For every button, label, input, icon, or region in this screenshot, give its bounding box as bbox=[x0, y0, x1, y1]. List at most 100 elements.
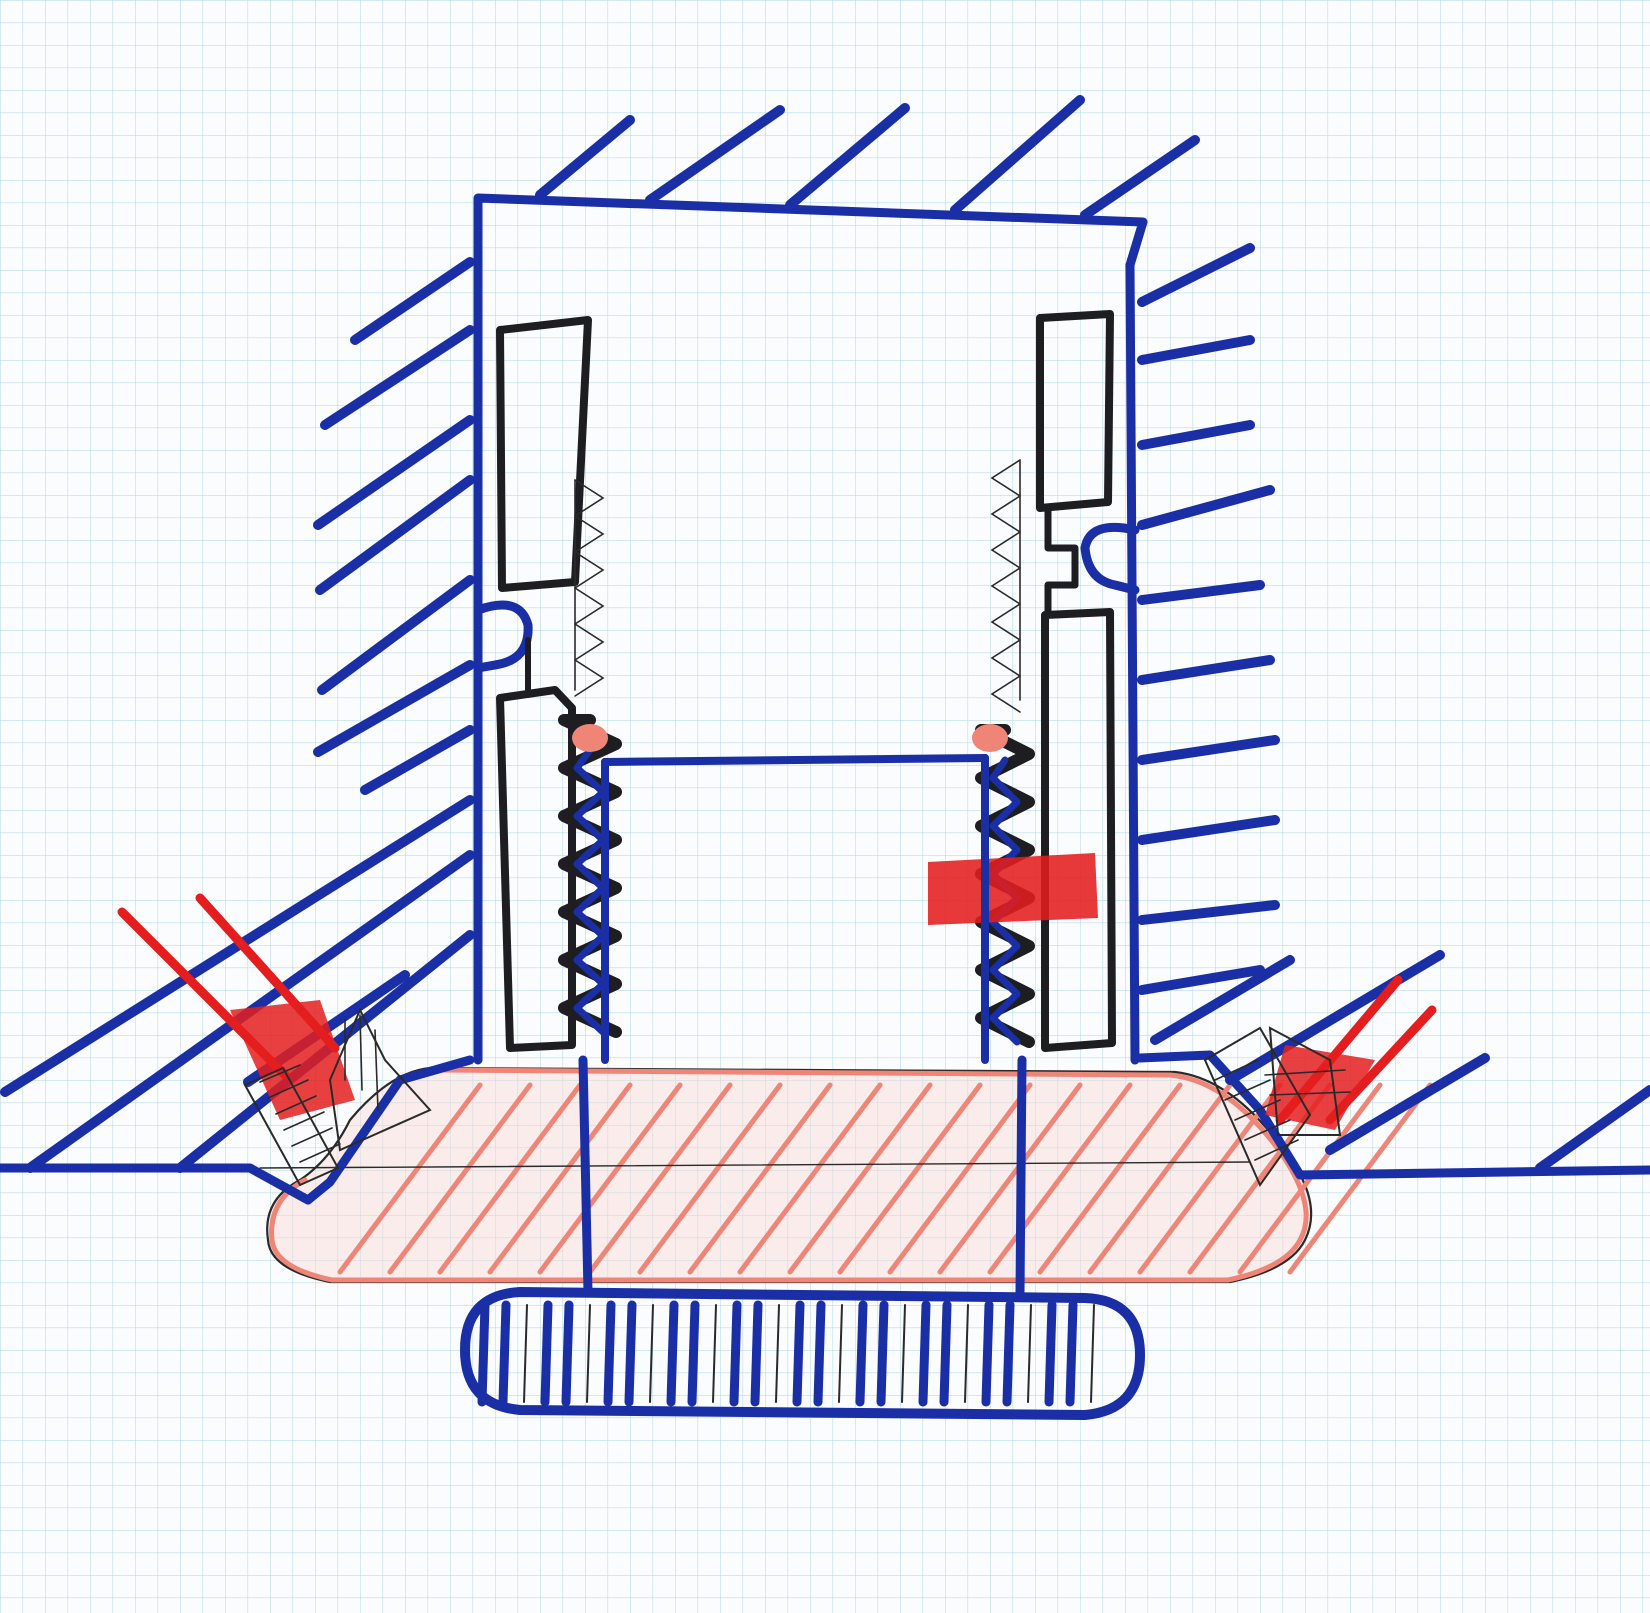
knurl-line bbox=[1044, 1300, 1057, 1407]
thread-tooth bbox=[990, 603, 1021, 641]
hatch-stroke bbox=[315, 475, 475, 595]
knurl-line bbox=[603, 1300, 616, 1407]
plate-hatch-stroke bbox=[1087, 1082, 1233, 1275]
hatch-stroke bbox=[1137, 335, 1255, 365]
hatch-stroke bbox=[313, 415, 475, 530]
hatch-stroke bbox=[1137, 420, 1255, 450]
thread-tooth bbox=[990, 531, 1021, 569]
knurl-line bbox=[901, 1304, 906, 1403]
plate-hatch-stroke bbox=[537, 1082, 683, 1275]
plate-hatch-stroke bbox=[737, 1082, 883, 1275]
thread-tooth bbox=[990, 495, 1021, 533]
knurl-line bbox=[964, 1304, 969, 1403]
knurl-line bbox=[750, 1300, 763, 1407]
knurl-line bbox=[649, 1304, 654, 1403]
hatch-stroke bbox=[645, 105, 785, 205]
knurl-lines bbox=[477, 1300, 1095, 1407]
hatch-stroke bbox=[313, 660, 475, 757]
knurl-line bbox=[586, 1304, 591, 1403]
plate-hatch-stroke bbox=[437, 1082, 583, 1275]
knurl-line bbox=[981, 1300, 994, 1407]
knurl-line bbox=[712, 1304, 717, 1403]
knurl-line bbox=[813, 1300, 826, 1407]
hatch-stroke bbox=[317, 575, 475, 695]
hatched-plate bbox=[259, 1066, 1433, 1284]
top-hatching bbox=[535, 95, 1200, 220]
knurl-line bbox=[775, 1304, 780, 1403]
bottom-right-hatching bbox=[1150, 950, 1650, 1173]
hatch-stroke bbox=[1137, 485, 1275, 530]
knurl-line bbox=[1002, 1300, 1015, 1407]
hatch-stroke bbox=[1137, 815, 1280, 845]
piston bbox=[578, 754, 1027, 1297]
plate-hatch-stroke bbox=[487, 1082, 633, 1275]
hatch-stroke bbox=[1137, 655, 1275, 685]
knurl-line bbox=[561, 1300, 574, 1407]
screw-left bbox=[243, 1007, 432, 1187]
thread-tooth bbox=[990, 675, 1021, 713]
hatch-stroke bbox=[1137, 965, 1265, 995]
thread-right bbox=[990, 459, 1021, 713]
knurl-line bbox=[540, 1300, 553, 1407]
hatch-stroke bbox=[950, 95, 1085, 215]
knurl-line bbox=[876, 1300, 889, 1407]
knurl-line bbox=[624, 1300, 637, 1407]
thread-tooth bbox=[574, 551, 605, 589]
hatch-stroke bbox=[1137, 900, 1280, 925]
plate-hatch-stroke bbox=[687, 1082, 833, 1275]
thread-tooth bbox=[574, 479, 605, 517]
knurl-line bbox=[1027, 1304, 1032, 1403]
plate-hatch-stroke bbox=[787, 1082, 933, 1275]
plate-hatching bbox=[337, 1082, 1433, 1275]
plate-hatch-stroke bbox=[1037, 1082, 1183, 1275]
hatch-stroke bbox=[1137, 580, 1265, 605]
thread-tooth bbox=[574, 587, 605, 625]
hatch-stroke bbox=[1137, 735, 1280, 765]
hatch-stroke bbox=[360, 725, 475, 795]
knurl-line bbox=[729, 1300, 742, 1407]
knurl-line bbox=[918, 1300, 931, 1407]
knurl-line bbox=[792, 1300, 805, 1407]
plate-hatch-stroke bbox=[987, 1082, 1133, 1275]
thread-tooth bbox=[574, 515, 605, 553]
knurl-line bbox=[498, 1300, 511, 1407]
knurl-line bbox=[1090, 1304, 1095, 1403]
thread-left bbox=[574, 479, 605, 697]
knurl-line bbox=[687, 1300, 700, 1407]
knurl-line bbox=[477, 1300, 490, 1407]
plate-hatch-stroke bbox=[937, 1082, 1083, 1275]
knurl-line bbox=[838, 1304, 843, 1403]
knurl-line bbox=[1065, 1300, 1078, 1407]
thread-tooth bbox=[574, 623, 605, 661]
plate-hatch-stroke bbox=[587, 1082, 733, 1275]
plate-hatch-stroke bbox=[637, 1082, 783, 1275]
hatch-stroke bbox=[350, 257, 475, 345]
plate-hatch-stroke bbox=[1137, 1082, 1283, 1275]
thread-tooth bbox=[990, 459, 1021, 497]
knurl-line bbox=[939, 1300, 952, 1407]
hatch-stroke bbox=[1137, 243, 1255, 307]
plate-hatch-stroke bbox=[337, 1082, 483, 1275]
left-hatching bbox=[313, 257, 475, 795]
hatch-stroke bbox=[535, 115, 635, 200]
plate-hatch-stroke bbox=[837, 1082, 983, 1275]
plate-hatch-stroke bbox=[887, 1082, 1033, 1275]
thread-tooth bbox=[990, 639, 1021, 677]
hatch-stroke bbox=[785, 103, 910, 210]
plate-hatch-stroke bbox=[387, 1082, 533, 1275]
right-hatching bbox=[1137, 243, 1280, 995]
knurl-line bbox=[855, 1300, 868, 1407]
knurl-line bbox=[666, 1300, 679, 1407]
hatch-stroke bbox=[1080, 135, 1200, 220]
knurled-knob[interactable] bbox=[460, 1287, 1145, 1420]
thread-tooth bbox=[574, 659, 605, 697]
housing bbox=[0, 95, 1650, 1205]
hatch-stroke bbox=[320, 325, 475, 430]
thread-tooth bbox=[990, 567, 1021, 605]
screw-right bbox=[1203, 1026, 1351, 1188]
red-markers bbox=[117, 724, 1437, 1130]
knurl-line bbox=[523, 1304, 528, 1403]
